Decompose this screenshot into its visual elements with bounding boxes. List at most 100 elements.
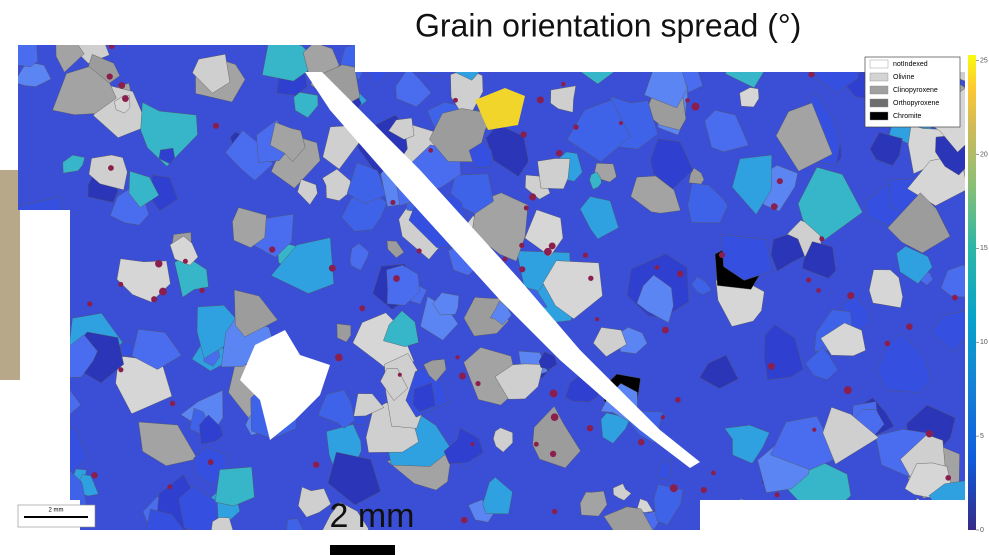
grain — [639, 45, 657, 66]
colorbar-tick-label: 10 — [980, 339, 988, 346]
boundary-dot — [460, 516, 468, 524]
grain — [603, 506, 656, 530]
grain — [775, 102, 833, 172]
boundary-dot — [711, 470, 716, 476]
boundary-dot — [416, 248, 422, 254]
boundary-dot — [586, 425, 594, 432]
grain — [930, 310, 965, 353]
boundary-dot — [806, 277, 812, 283]
grain — [322, 168, 353, 201]
grain — [691, 276, 712, 295]
boundary-dot — [106, 73, 113, 80]
boundary-dot — [548, 242, 556, 250]
boundary-dot — [151, 296, 158, 303]
boundary-dot — [169, 400, 176, 407]
boundary-dot — [269, 246, 276, 253]
boundary-dot — [529, 193, 537, 201]
boundary-dot — [925, 430, 934, 438]
boundary-dot — [555, 149, 563, 157]
boundary-dot — [550, 413, 559, 422]
boundary-dot — [199, 287, 205, 294]
grain — [413, 382, 436, 412]
boundary-dot — [767, 362, 775, 370]
boundary-dot — [700, 486, 707, 494]
grain — [432, 292, 460, 316]
grain — [20, 300, 38, 315]
grain — [940, 264, 965, 298]
boundary-dot — [328, 264, 336, 272]
grain — [802, 241, 837, 279]
boundary-dot — [519, 266, 526, 273]
boundary-dot — [549, 450, 557, 458]
boundary-dot — [475, 380, 481, 387]
boundary-dot — [816, 288, 821, 293]
grain — [537, 158, 571, 190]
grain — [493, 427, 513, 453]
colorbar — [968, 55, 976, 530]
grain — [88, 154, 128, 191]
boundary-dot — [691, 102, 700, 111]
boundary-dot — [637, 439, 645, 446]
colorbar-tick-label: 25 — [980, 57, 988, 64]
boundary-dot — [87, 301, 93, 307]
grain — [383, 310, 419, 347]
grain — [655, 458, 671, 480]
grain — [653, 484, 684, 526]
grain — [687, 182, 728, 224]
boundary-dot — [335, 353, 343, 362]
legend-label: Clinopyroxene — [893, 87, 938, 94]
boundary-dot — [108, 165, 114, 171]
boundary-dot — [207, 459, 214, 466]
boundary-dot — [685, 98, 690, 103]
grain — [317, 502, 369, 530]
grain — [704, 110, 749, 153]
grain — [443, 427, 484, 464]
legend-swatch — [869, 111, 889, 121]
grain — [471, 192, 529, 262]
grain — [232, 207, 267, 248]
boundary-dot — [561, 81, 566, 87]
orientation-map — [18, 45, 965, 530]
grain — [468, 141, 494, 169]
grain — [720, 234, 773, 281]
grain — [192, 53, 231, 94]
grain — [724, 424, 770, 464]
boundary-dot — [523, 205, 529, 211]
grain — [699, 355, 739, 389]
grain — [220, 317, 275, 368]
grain — [532, 405, 581, 469]
boundary-dot — [660, 415, 665, 420]
grain — [735, 498, 758, 516]
grain — [18, 478, 32, 509]
grain — [805, 347, 838, 381]
grain — [395, 67, 432, 107]
boundary-dot — [393, 275, 400, 282]
grain — [286, 518, 304, 530]
grain — [158, 147, 175, 165]
boundary-dot — [661, 326, 669, 334]
boundary-dot — [582, 252, 589, 258]
grain — [146, 508, 190, 530]
boundary-dot — [573, 124, 579, 130]
grain — [896, 245, 933, 284]
legend-swatch — [869, 85, 889, 95]
grain — [589, 171, 602, 190]
boundary-dot — [669, 484, 678, 493]
boundary-dot — [397, 372, 402, 377]
boundary-dot — [884, 340, 891, 347]
grain — [234, 289, 278, 338]
boundary-dot — [770, 203, 778, 211]
grain — [593, 327, 627, 357]
boundary-dot — [906, 323, 913, 330]
grain — [298, 486, 332, 518]
grain — [550, 85, 577, 113]
grain — [341, 190, 388, 232]
boundary-dot — [808, 71, 815, 78]
grain — [18, 62, 52, 87]
grain — [579, 196, 619, 240]
legend: notIndexed Olivine Clinopyroxene Orthopyrox… — [864, 56, 961, 128]
grain — [820, 322, 866, 357]
grain — [210, 517, 234, 530]
legend-label: notIndexed — [893, 61, 928, 68]
